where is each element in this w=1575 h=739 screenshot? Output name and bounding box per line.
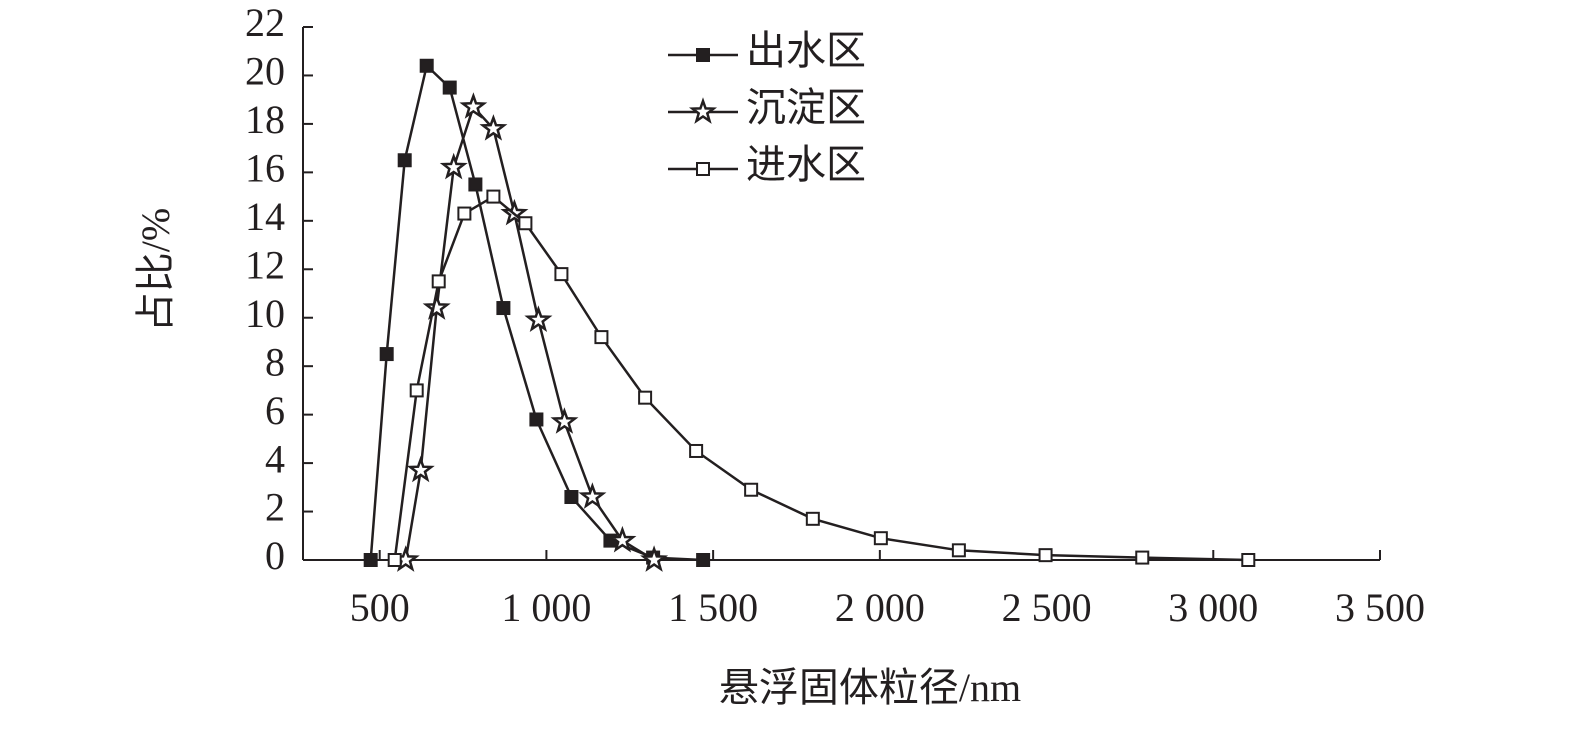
point <box>1135 550 1150 565</box>
y-tick-label: 4 <box>265 436 285 481</box>
point <box>1038 548 1053 563</box>
point <box>696 553 711 567</box>
point <box>1241 553 1256 567</box>
point <box>524 305 553 332</box>
point <box>638 390 653 405</box>
point <box>744 482 759 497</box>
y-tick-label: 16 <box>245 146 285 191</box>
point <box>459 92 488 119</box>
y-tick-label: 22 <box>245 0 285 45</box>
y-tick-label: 6 <box>265 388 285 433</box>
y-tick-label: 20 <box>245 49 285 94</box>
point <box>431 274 446 289</box>
point <box>457 206 472 221</box>
y-tick-label: 14 <box>245 194 285 239</box>
y-tick-label: 8 <box>265 339 285 384</box>
x-tick-label: 1 000 <box>501 585 591 630</box>
x-tick-label: 1 500 <box>668 585 758 630</box>
point <box>439 152 468 180</box>
y-tick-label: 0 <box>265 533 285 578</box>
y-tick-label: 10 <box>245 291 285 336</box>
point <box>805 511 820 526</box>
point <box>406 455 435 483</box>
x-tick-label: 3 000 <box>1168 585 1258 630</box>
point <box>554 267 569 282</box>
legend-marker <box>696 162 710 176</box>
point <box>689 443 704 458</box>
legend-label: 进水区 <box>746 142 866 187</box>
point <box>379 347 394 362</box>
legend-marker <box>688 97 718 124</box>
point <box>486 189 501 204</box>
point <box>640 545 669 572</box>
x-tick-label: 2 000 <box>835 585 925 630</box>
point <box>496 301 511 316</box>
x-tick-label: 2 500 <box>1002 585 1092 630</box>
point <box>529 412 544 427</box>
point <box>442 80 457 95</box>
x-tick-label: 500 <box>350 585 410 630</box>
point <box>419 58 434 73</box>
point <box>594 330 609 345</box>
point <box>564 490 579 505</box>
point <box>422 293 451 320</box>
point <box>873 531 888 546</box>
point <box>608 525 637 553</box>
point <box>363 553 378 567</box>
legend-label: 出水区 <box>746 28 866 73</box>
y-tick-label: 18 <box>245 97 285 142</box>
y-tick-label: 2 <box>265 485 285 530</box>
point <box>518 216 533 231</box>
legend-marker <box>696 48 710 62</box>
point <box>479 114 508 141</box>
legend-label: 沉淀区 <box>746 85 866 130</box>
point <box>409 383 424 398</box>
point <box>387 553 402 567</box>
y-axis-label: 占比/% <box>133 208 178 332</box>
point <box>397 153 412 168</box>
x-tick-label: 3 500 <box>1335 585 1425 630</box>
point <box>468 177 483 192</box>
x-axis-label: 悬浮固体粒径/nm <box>719 665 1021 710</box>
point <box>550 407 579 434</box>
point <box>578 482 607 509</box>
point <box>951 543 966 558</box>
y-tick-label: 12 <box>245 242 285 287</box>
series-line <box>404 104 655 562</box>
